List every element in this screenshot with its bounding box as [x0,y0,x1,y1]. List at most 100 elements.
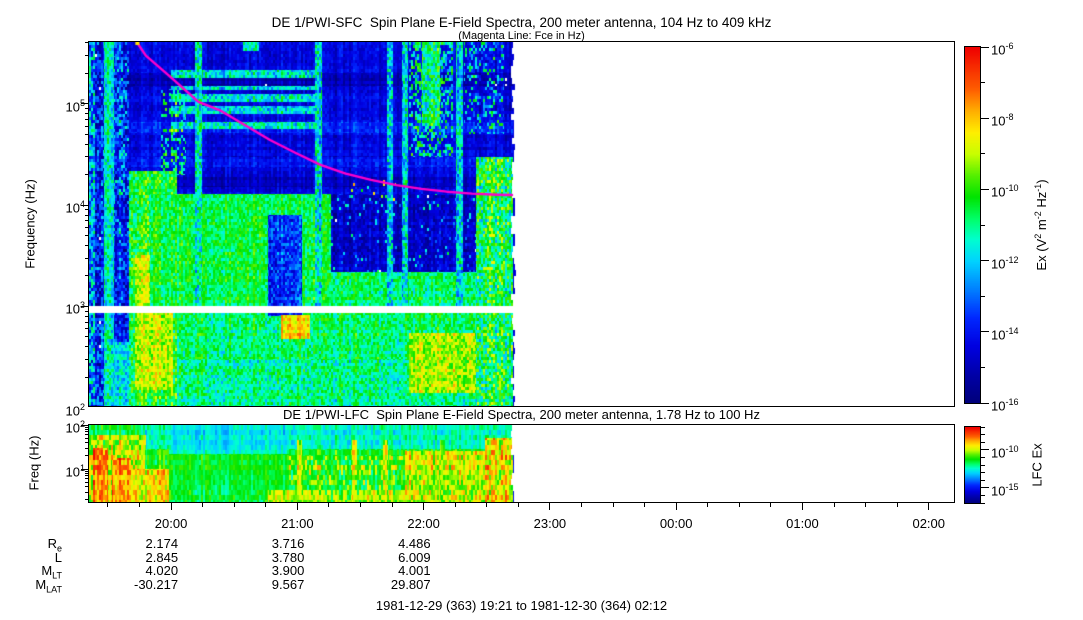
sfc-y-axis-minor-tick [85,257,89,259]
x-axis-major-tick [549,502,551,510]
ephemeris-row-label: L [54,550,62,565]
time-range-caption: 1981-12-29 (363) 19:21 to 1981-12-30 (36… [375,598,668,613]
lfc-y-axis-minor-tick [85,472,89,474]
sfc-colorbar-canvas [965,47,980,403]
x-axis-major-tick [928,502,930,510]
lfc-colorbar-minor-tick [980,472,985,474]
x-axis-minor-tick [833,502,835,507]
lfc-y-axis-minor-tick [85,486,89,488]
sfc-y-axis-tick-label: 104 [65,199,85,216]
ephemeris-value: 6.009 [398,550,431,565]
x-axis-minor-tick [233,502,235,507]
x-axis-tick-label: 21:00 [281,516,314,531]
lfc-y-axis-minor-tick [85,434,89,436]
sfc-title: DE 1/PWI-SFC Spin Plane E-Field Spectra,… [271,15,772,30]
sfc-colorbar [964,46,981,404]
sfc-y-axis-minor-tick [85,227,89,229]
lfc-colorbar-major-tick [980,487,989,489]
sfc-colorbar-minor-tick [980,153,985,155]
x-axis-minor-tick [454,502,456,507]
sfc-subtitle: (Magenta Line: Fce in Hz) [458,30,585,42]
lfc-colorbar-minor-tick [980,441,985,443]
lfc-y-axis-major-tick [81,424,89,426]
lfc-y-axis-minor-tick [85,442,89,443]
sfc-y-axis-minor-tick [85,72,89,74]
lfc-y-axis-minor-tick [85,428,89,430]
x-axis-tick-label: 02:00 [912,516,946,531]
ephemeris-value: 4.486 [398,536,431,551]
x-axis-tick-label: 01:00 [786,516,819,531]
lfc-y-axis-minor-tick [85,455,89,457]
sfc-y-axis-tick-label: 105 [65,97,85,115]
lfc-y-axis-minor-tick [85,475,89,477]
x-axis-minor-tick [865,502,867,507]
sfc-y-axis-minor-tick [85,156,89,158]
sfc-y-axis-tick-label: 103 [65,300,85,317]
sfc-y-axis-minor-tick [85,214,89,216]
lfc-spectrogram-canvas [89,425,954,502]
sfc-y-axis-minor-tick [85,125,89,127]
x-axis-minor-tick [770,502,772,507]
lfc-colorbar-canvas [965,427,980,503]
sfc-colorbar-major-tick [980,117,989,119]
sfc-y-axis-minor-tick [85,376,89,378]
sfc-colorbar-tick-label: 10-16 [991,397,1019,414]
sfc-y-axis-minor-tick [85,328,89,330]
ephemeris-row-label: Re [47,536,62,554]
lfc-colorbar-major-tick [980,449,989,451]
lfc-colorbar-tick-label: 10-15 [991,481,1019,499]
sfc-y-axis-minor-tick [85,174,89,176]
ephemeris-value: 2.845 [145,550,179,565]
sfc-y-axis-minor-tick [85,113,89,115]
lfc-y-axis-minor-tick [85,478,89,480]
x-axis-minor-tick [580,502,582,507]
sfc-colorbar-tick-label: 10-10 [991,183,1019,200]
x-axis-major-tick [423,502,425,510]
sfc-y-axis-minor-tick [85,209,89,211]
sfc-y-axis-minor-tick [85,346,89,348]
lfc-y-axis-tick-label: 101 [65,463,85,480]
lfc-y-axis-major-tick [81,468,89,470]
sfc-y-axis-minor-tick [85,108,89,110]
sfc-colorbar-tick-label: 10-8 [991,112,1014,129]
ephemeris-row-label: MLT [41,563,62,581]
x-axis-minor-tick [391,502,393,507]
x-axis-tick-label: 23:00 [533,516,567,531]
sfc-y-axis-minor-tick [85,119,89,121]
sfc-colorbar-tick-label: 10-12 [991,254,1019,271]
lfc-y-axis-minor-tick [85,426,89,428]
sfc-y-axis-label: Frequency (Hz) [22,179,38,269]
lfc-y-axis-minor-tick [85,437,89,439]
sfc-y-axis-minor-tick [85,244,89,246]
x-axis-major-tick [296,502,298,510]
lfc-colorbar-minor-tick [980,456,985,458]
lfc-colorbar-minor-tick [980,502,985,504]
sfc-y-axis-minor-tick [85,235,89,237]
lfc-colorbar [964,426,981,504]
ephemeris-value: 4.001 [398,563,431,578]
lfc-colorbar-minor-tick [980,494,985,496]
x-axis-minor-tick [139,502,140,507]
sfc-y-axis-minor-tick [85,42,89,44]
x-axis-minor-tick [896,502,898,507]
ephemeris-value: 29.807 [390,577,431,592]
sfc-colorbar-minor-tick [980,366,985,368]
x-axis-minor-tick [738,502,740,507]
sfc-y-axis-minor-tick [85,321,89,323]
ephemeris-value: 4.020 [145,563,179,578]
lfc-title: DE 1/PWI-LFC Spin Plane E-Field Spectra,… [283,407,760,422]
lfc-y-axis-minor-tick [85,447,89,449]
sfc-colorbar-minor-tick [980,295,985,297]
ephemeris-row-label: MLAT [35,577,62,595]
sfc-colorbar-tick-label: 10-14 [991,325,1019,343]
lfc-colorbar-minor-tick [980,479,985,481]
sfc-spectrogram-canvas [89,42,954,406]
sfc-colorbar-major-tick [980,331,989,333]
x-axis-tick-label: 00:00 [659,516,693,531]
x-axis-minor-tick [202,502,204,507]
x-axis-major-tick [170,502,172,510]
ephemeris-value: 3.900 [271,563,305,578]
x-axis-minor-tick [265,502,267,507]
sfc-colorbar-minor-tick [980,82,985,84]
